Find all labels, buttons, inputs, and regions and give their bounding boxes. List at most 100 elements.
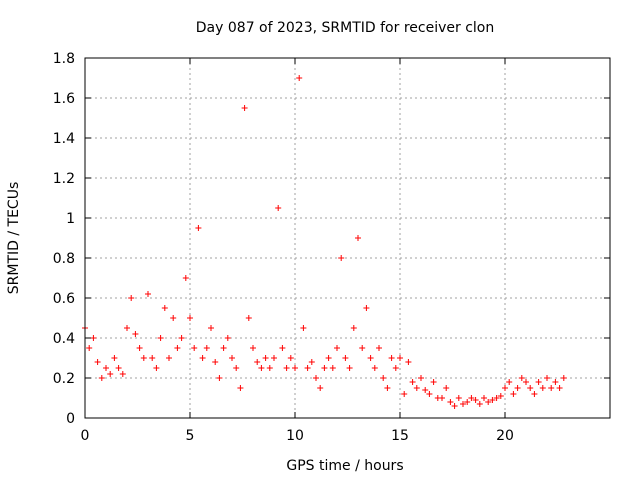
data-point	[359, 345, 366, 351]
data-point	[464, 399, 471, 405]
data-point	[98, 375, 105, 381]
y-tick-label: 0.2	[53, 371, 75, 387]
data-point	[430, 379, 437, 385]
data-point	[539, 385, 546, 391]
x-axis: 0 5 10 15 20	[81, 58, 514, 444]
data-point	[334, 345, 340, 351]
data-point	[329, 365, 336, 371]
data-point	[161, 305, 168, 311]
data-point	[296, 75, 303, 81]
data-point	[451, 403, 458, 409]
data-point	[506, 379, 513, 385]
data-point	[502, 385, 508, 391]
data-point	[485, 399, 492, 405]
y-tick-label: 1.2	[53, 171, 75, 187]
data-point	[321, 365, 328, 371]
data-point	[136, 345, 143, 351]
data-point	[384, 385, 391, 391]
data-point	[187, 315, 193, 321]
data-point	[90, 335, 97, 341]
data-point	[527, 385, 534, 391]
y-tick-label: 0.8	[53, 251, 75, 267]
data-point	[191, 345, 198, 351]
y-tick-label: 0	[66, 411, 75, 427]
data-point	[287, 355, 294, 361]
data-point	[350, 325, 357, 331]
data-point	[241, 105, 248, 111]
data-point	[178, 335, 185, 341]
data-point	[376, 345, 382, 351]
data-point	[455, 395, 462, 401]
data-point	[203, 345, 210, 351]
data-point	[107, 371, 114, 377]
data-point	[132, 331, 139, 337]
data-point	[308, 359, 315, 365]
data-point	[208, 325, 214, 331]
data-point	[250, 345, 256, 351]
data-point	[325, 355, 332, 361]
data-point	[535, 379, 542, 385]
x-axis-label: GPS time / hours	[286, 458, 403, 474]
y-tick-label: 0.6	[53, 291, 75, 307]
data-point	[275, 205, 282, 211]
data-point	[392, 365, 399, 371]
data-point	[300, 325, 307, 331]
data-point	[174, 345, 181, 351]
data-point	[170, 315, 177, 321]
data-point	[447, 399, 454, 405]
data-point	[258, 365, 265, 371]
data-point	[355, 235, 361, 241]
data-point	[523, 379, 529, 385]
data-point	[166, 355, 172, 361]
data-point	[388, 355, 395, 361]
data-point	[418, 375, 424, 381]
x-tick-label: 15	[391, 428, 409, 444]
data-point	[119, 371, 126, 377]
data-point	[292, 365, 298, 371]
data-point	[124, 325, 130, 331]
data-point	[86, 345, 93, 351]
data-point	[472, 397, 479, 403]
data-point	[426, 391, 433, 397]
data-point	[422, 387, 429, 393]
data-point	[548, 385, 555, 391]
data-point	[233, 365, 240, 371]
y-tick-label: 1.4	[53, 131, 75, 147]
data-point	[140, 355, 147, 361]
y-axis: 0 0.2 0.4 0.6 0.8 1 1.2 1.4 1.6 1.8	[53, 51, 610, 427]
data-point	[145, 291, 151, 297]
data-point	[338, 255, 345, 261]
data-point	[552, 379, 559, 385]
data-point	[224, 335, 231, 341]
data-point	[216, 375, 223, 381]
data-series	[82, 75, 567, 409]
data-point	[493, 395, 500, 401]
plot-frame	[84, 57, 611, 419]
data-point	[266, 365, 273, 371]
data-point	[245, 315, 252, 321]
data-point	[195, 225, 202, 231]
data-point	[468, 395, 475, 401]
data-point	[497, 393, 504, 399]
chart-grid	[85, 58, 610, 418]
data-point	[149, 355, 156, 361]
data-point	[212, 359, 219, 365]
y-axis-label: SRMTID / TECUs	[6, 182, 22, 295]
data-point	[401, 391, 408, 397]
data-point	[409, 379, 416, 385]
data-point	[229, 355, 235, 361]
data-point	[439, 395, 445, 401]
data-point	[237, 385, 244, 391]
data-point	[518, 375, 525, 381]
data-point	[279, 345, 286, 351]
data-point	[153, 365, 160, 371]
data-point	[115, 365, 122, 371]
data-point	[342, 355, 349, 361]
data-point	[271, 355, 277, 361]
data-point	[405, 359, 412, 365]
data-point	[304, 365, 311, 371]
y-tick-label: 1.6	[53, 91, 75, 107]
data-point	[367, 355, 374, 361]
data-point	[128, 295, 135, 301]
